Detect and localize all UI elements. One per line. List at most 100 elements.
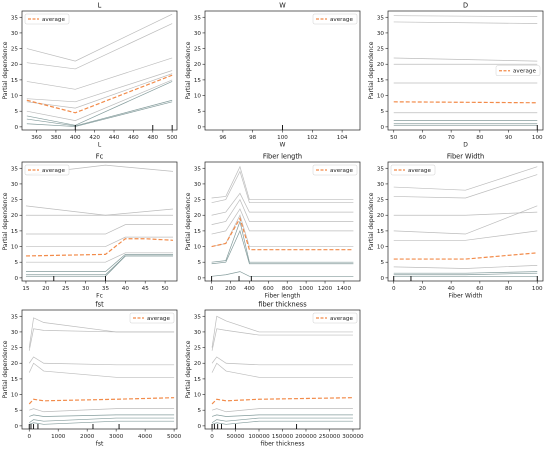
legend: average — [312, 164, 358, 176]
x-tick-label: 200 — [225, 286, 236, 292]
y-axis-label: Partial dependence — [185, 41, 192, 99]
ice-line — [211, 362, 353, 378]
x-tick-label: 460 — [128, 135, 139, 141]
ice-line — [25, 252, 174, 263]
panel-6: fst 0 5 10 15 20 25 30 35 0 1000 2000 3000 4000 5000 fs… — [2, 301, 182, 448]
y-tick-label: 0 — [197, 125, 201, 131]
y-axis-label: Partial dependence — [2, 41, 9, 99]
legend: average — [312, 312, 358, 324]
panel-title: fiber thickness — [258, 301, 307, 309]
series-group — [393, 166, 538, 277]
x-tick-label: 50000 — [227, 434, 245, 440]
ice-line — [29, 414, 175, 417]
y-tick-label: 15 — [11, 78, 19, 84]
ice-line — [393, 166, 538, 191]
x-tick-label: 100000 — [248, 434, 270, 440]
average-line — [211, 216, 354, 251]
y-tick-label: 10 — [194, 393, 202, 399]
x-tick-label: 440 — [109, 135, 120, 141]
y-tick-label: 30 — [194, 330, 202, 336]
y-tick-label: 30 — [377, 31, 385, 37]
plot-frame — [21, 10, 178, 131]
y-tick-label: 25 — [11, 47, 19, 53]
x-tick-label: 380 — [51, 135, 62, 141]
x-tick-label: 20 — [42, 286, 50, 292]
x-tick-label: 102 — [307, 135, 318, 141]
y-tick-label: 5 — [380, 260, 384, 266]
y-tick-label: 20 — [194, 361, 202, 367]
y-tick-label: 10 — [377, 94, 385, 100]
legend-label: average — [408, 168, 431, 174]
y-tick-label: 0 — [380, 125, 384, 131]
ice-line — [29, 408, 175, 413]
y-tick-label: 30 — [194, 31, 202, 37]
y-tick-label: 20 — [11, 213, 19, 219]
y-tick-label: 35 — [11, 166, 19, 172]
x-tick-label: 80 — [476, 135, 484, 141]
x-tick-label: 70 — [448, 135, 456, 141]
y-tick-label: 5 — [14, 260, 18, 266]
x-tick-label: 96 — [219, 135, 227, 141]
y-tick-label: 20 — [11, 62, 19, 68]
y-axis-label: Partial dependence — [368, 192, 375, 250]
panel-0: L 0 5 10 15 20 25 30 35 360 380 400 420 440 460 480 500 L… — [2, 2, 178, 149]
y-tick-label: 5 — [14, 408, 18, 414]
legend-label: average — [42, 168, 65, 174]
ice-line — [393, 21, 538, 24]
ice-line — [25, 224, 174, 235]
ice-line — [211, 192, 354, 216]
ice-line — [393, 57, 538, 62]
x-tick-label: 400 — [244, 286, 255, 292]
ice-line — [393, 264, 538, 269]
panel-2: D 0 5 10 15 20 25 30 35 50 60 70 80 90 100 D Partial dep… — [368, 2, 544, 149]
ice-line — [28, 328, 175, 351]
x-axis-label: W — [280, 142, 286, 149]
legend-label: average — [330, 168, 353, 174]
y-axis-label: Partial dependence — [2, 340, 9, 398]
ice-line — [211, 229, 354, 265]
plot-frame — [21, 309, 178, 430]
x-tick-label: 0 — [392, 286, 396, 292]
x-tick-label: 3000 — [109, 434, 124, 440]
average-line — [211, 397, 353, 405]
x-tick-label: 30 — [82, 286, 90, 292]
x-tick-label: 60 — [476, 286, 484, 292]
ice-line — [211, 420, 353, 425]
ice-line — [26, 23, 173, 70]
ice-line — [211, 414, 353, 417]
average-line — [28, 397, 175, 405]
x-tick-label: 25 — [62, 286, 70, 292]
x-tick-label: 420 — [89, 135, 100, 141]
x-tick-label: 15 — [22, 286, 30, 292]
y-tick-label: 10 — [194, 245, 202, 251]
ice-line — [29, 417, 175, 424]
panel-title: D — [463, 2, 468, 10]
y-tick-label: 35 — [194, 314, 202, 320]
legend-label: average — [42, 17, 65, 23]
x-tick-label: 0 — [210, 286, 214, 292]
ice-line — [211, 208, 354, 235]
panel-title: W — [279, 2, 286, 10]
y-tick-label: 15 — [194, 78, 202, 84]
average-line — [25, 238, 174, 257]
legend-label: average — [513, 69, 536, 75]
legend-box — [129, 312, 175, 324]
ice-line — [393, 271, 538, 274]
x-tick-label: 200000 — [295, 434, 317, 440]
ice-line — [393, 15, 538, 17]
x-tick-label: 98 — [249, 135, 257, 141]
legend-box — [24, 13, 70, 25]
ice-line — [28, 362, 175, 378]
panel-title: Fiber Width — [447, 153, 484, 161]
y-tick-label: 0 — [197, 276, 201, 282]
y-tick-label: 15 — [194, 377, 202, 383]
x-axis-label: Fiber length — [265, 293, 301, 300]
y-tick-label: 20 — [377, 213, 385, 219]
ice-line — [211, 417, 353, 424]
y-tick-label: 5 — [197, 109, 201, 115]
x-tick-label: 40 — [122, 286, 130, 292]
y-tick-label: 20 — [194, 213, 202, 219]
x-tick-label: 40 — [448, 286, 456, 292]
x-tick-label: 1000 — [51, 434, 66, 440]
